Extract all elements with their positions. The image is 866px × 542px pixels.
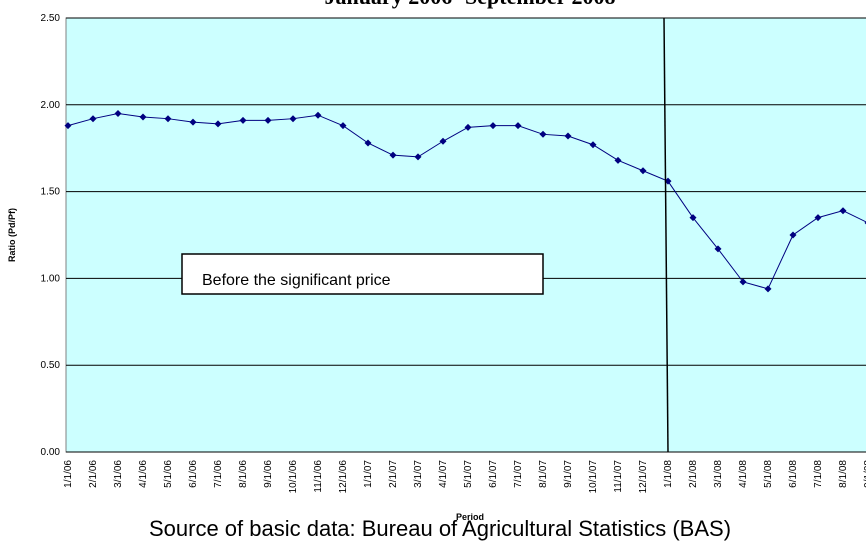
marker xyxy=(439,137,447,145)
marker xyxy=(339,122,347,130)
annotation-box xyxy=(181,253,544,295)
marker xyxy=(89,115,97,123)
x-tick-label: 3/1/06 xyxy=(113,460,124,488)
x-tick-label: 2/1/07 xyxy=(388,460,399,488)
x-tick-label: 8/1/08 xyxy=(838,460,849,488)
x-tick-label: 8/1/06 xyxy=(238,460,249,488)
x-tick-label: 4/1/07 xyxy=(438,460,449,488)
y-tick-label: 1.50 xyxy=(41,187,61,198)
x-tick-label: 1/1/07 xyxy=(363,460,374,488)
marker xyxy=(514,122,522,130)
annotation-clip: Before the significant price xyxy=(202,272,391,289)
y-tick-label: 2.00 xyxy=(41,100,61,111)
marker xyxy=(64,122,72,130)
series xyxy=(64,109,866,293)
marker xyxy=(114,109,122,117)
y-tick-label: 1.00 xyxy=(41,273,61,284)
marker xyxy=(714,245,722,253)
x-tick-label: 7/1/07 xyxy=(513,460,524,488)
y-tick-label: 2.50 xyxy=(41,13,61,24)
marker xyxy=(139,113,147,121)
marker xyxy=(639,167,647,175)
marker xyxy=(539,130,547,138)
marker xyxy=(689,214,697,222)
x-tick-label: 6/1/07 xyxy=(488,460,499,488)
x-tick-label: 5/1/07 xyxy=(463,460,474,488)
marker xyxy=(814,214,822,222)
x-tick-label: 11/1/06 xyxy=(313,460,324,493)
marker xyxy=(614,156,622,164)
marker xyxy=(289,115,297,123)
x-tick-label: 2/1/06 xyxy=(88,460,99,488)
y-tick-label: 0.50 xyxy=(41,360,61,371)
marker xyxy=(839,207,847,215)
x-tick-label: 9/1/08 xyxy=(863,460,866,488)
x-tick-label: 5/1/06 xyxy=(163,460,174,488)
x-tick-label: 4/1/08 xyxy=(738,460,749,488)
x-tick-label: 7/1/06 xyxy=(213,460,224,488)
y-axis-label: Ratio (Pd/Pf) xyxy=(7,208,17,262)
marker xyxy=(364,139,372,147)
x-tick-label: 12/1/07 xyxy=(638,460,649,494)
marker xyxy=(189,118,197,126)
marker xyxy=(764,285,772,293)
marker xyxy=(264,116,272,124)
marker xyxy=(389,151,397,159)
x-axis-label: Period xyxy=(456,512,484,522)
x-tick-label: 6/1/08 xyxy=(788,460,799,488)
marker xyxy=(789,231,797,239)
marker xyxy=(314,111,322,119)
marker xyxy=(589,141,597,149)
x-tick-label: 10/1/07 xyxy=(588,460,599,494)
x-tick-label: 4/1/06 xyxy=(138,460,149,488)
x-tick-label: 3/1/07 xyxy=(413,460,424,488)
marker xyxy=(464,123,472,131)
x-tick-label: 1/1/08 xyxy=(663,460,674,488)
x-tick-label: 6/1/06 xyxy=(188,460,199,488)
marker xyxy=(164,115,172,123)
plot-area xyxy=(65,17,866,453)
marker xyxy=(239,116,247,124)
marker xyxy=(739,278,747,286)
x-tick-label: 10/1/06 xyxy=(288,460,299,494)
marker xyxy=(564,132,572,140)
x-tick-label: 7/1/08 xyxy=(813,460,824,488)
chart-title: January 2006- September 2008 xyxy=(324,0,615,9)
x-tick-label: 1/1/06 xyxy=(63,460,74,488)
x-tick-label: 5/1/08 xyxy=(763,460,774,488)
marker xyxy=(214,120,222,128)
x-tick-label: 9/1/06 xyxy=(263,460,274,488)
x-tick-label: 12/1/06 xyxy=(338,460,349,494)
x-tick-label: 11/1/07 xyxy=(613,460,624,493)
marker xyxy=(489,122,497,130)
x-tick-label: 9/1/07 xyxy=(563,460,574,488)
x-tick-label: 3/1/08 xyxy=(713,460,724,488)
annotation-text: Before the significant price xyxy=(202,272,391,289)
marker xyxy=(414,153,422,161)
source-note: Source of basic data: Bureau of Agricult… xyxy=(149,516,731,541)
y-tick-label: 0.00 xyxy=(41,447,61,458)
divider-line xyxy=(663,17,669,453)
x-tick-label: 8/1/07 xyxy=(538,460,549,488)
x-tick-label: 2/1/08 xyxy=(688,460,699,488)
